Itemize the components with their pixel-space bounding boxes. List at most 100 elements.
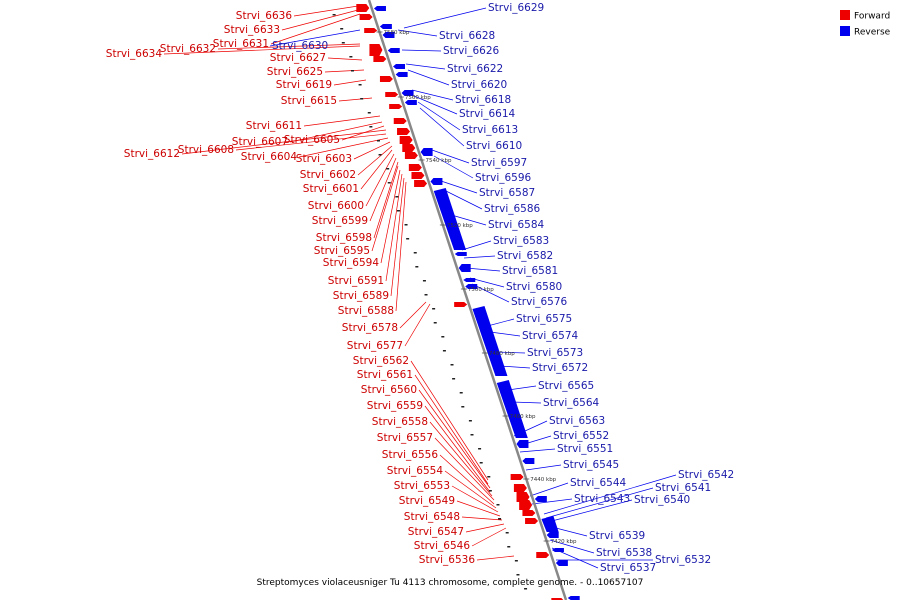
- forward-leader-line: [360, 149, 393, 190]
- reverse-gene-label: Strvi_6586: [484, 203, 541, 215]
- forward-leader-line: [404, 303, 431, 347]
- forward-leader-line: [465, 523, 505, 533]
- reverse-leader-line: [469, 277, 505, 288]
- reverse-gene-label: Strvi_6596: [475, 172, 532, 184]
- forward-gene-label: Strvi_6556: [382, 449, 439, 461]
- reverse-leader-line: [417, 101, 461, 131]
- reverse-gene-label: Strvi_6532: [655, 554, 711, 566]
- forward-gene-label: Strvi_6594: [323, 257, 380, 269]
- forward-gene-glyph: [359, 14, 373, 20]
- reverse-gene-label: Strvi_6630: [272, 40, 328, 52]
- forward-leader-line: [303, 115, 381, 127]
- scale-tick-label: 7460 kbp: [510, 414, 536, 420]
- forward-gene-label: Strvi_6627: [270, 52, 326, 64]
- backbone-mark: [413, 252, 417, 254]
- reverse-gene-glyph: [373, 6, 386, 11]
- reverse-gene-glyph: [404, 100, 417, 105]
- reverse-gene-label: Strvi_6574: [522, 330, 579, 342]
- backbone-mark: [358, 84, 362, 86]
- forward-gene-glyph: [454, 302, 468, 307]
- gene-labels: Strvi_6636 Strvi_6633 Strvi_6631 Strvi_6634…: [106, 2, 734, 574]
- genome-caption: Streptomyces violaceusniger Tu 4113 chro…: [256, 578, 644, 588]
- backbone-mark: [367, 112, 371, 114]
- reverse-gene-glyph: [454, 252, 467, 256]
- reverse-gene-label: Strvi_6537: [600, 562, 656, 574]
- reverse-gene-label: Strvi_6629: [488, 2, 544, 14]
- reverse-gene-label: Strvi_6614: [459, 108, 516, 120]
- forward-leader-line: [281, 9, 359, 31]
- forward-leader-line: [395, 181, 407, 312]
- reverse-gene-glyph: [387, 48, 400, 53]
- reverse-gene-glyph: [379, 24, 392, 29]
- backbone-mark: [461, 406, 465, 408]
- reverse-gene-label: Strvi_6618: [455, 94, 511, 106]
- forward-gene-glyph: [513, 484, 527, 492]
- reverse-leader-line: [461, 240, 492, 251]
- reverse-gene-label: Strvi_6576: [511, 296, 568, 308]
- forward-leader-line: [217, 43, 361, 50]
- forward-gene-glyph: [393, 118, 407, 124]
- forward-gene-label: Strvi_6632: [160, 43, 216, 55]
- forward-gene-glyph: [397, 128, 411, 135]
- legend: Forward Reverse: [840, 10, 891, 38]
- backbone-mark: [404, 224, 408, 226]
- forward-gene-glyph: [522, 510, 536, 516]
- reverse-leader-line: [419, 107, 465, 147]
- backbone-mark: [360, 98, 364, 100]
- reverse-leader-line: [529, 482, 569, 497]
- backbone-mark: [350, 70, 354, 72]
- backbone-mark: [340, 28, 344, 30]
- reverse-gene-label: Strvi_6538: [596, 547, 652, 559]
- forward-leader-line: [461, 516, 503, 521]
- forward-gene-glyph: [536, 552, 550, 558]
- backbone-mark: [479, 462, 483, 464]
- backbone-mark: [433, 322, 437, 324]
- forward-leader-line: [476, 555, 515, 561]
- reverse-gene-glyph: [555, 560, 568, 566]
- reverse-gene-glyph: [430, 178, 443, 185]
- reverse-gene-label: Strvi_6622: [447, 63, 503, 75]
- reverse-gene-label: Strvi_6581: [502, 265, 558, 277]
- reverse-leader-line: [547, 499, 633, 523]
- reverse-gene-label: Strvi_6539: [589, 530, 645, 542]
- forward-gene-glyph: [385, 92, 399, 97]
- forward-gene-glyph: [516, 492, 530, 502]
- reverse-gene-label: Strvi_6575: [516, 313, 572, 325]
- reverse-leader-line: [511, 401, 542, 404]
- backbone-mark: [424, 294, 428, 296]
- reverse-gene-label: Strvi_6563: [549, 415, 605, 427]
- reverse-gene-glyph: [541, 516, 559, 532]
- forward-leader-line: [444, 470, 497, 509]
- reverse-gene-label: Strvi_6544: [570, 477, 627, 489]
- forward-gene-label: Strvi_6578: [342, 322, 398, 334]
- forward-gene-label: Strvi_6557: [377, 432, 433, 444]
- reverse-gene-label: Strvi_6564: [543, 397, 600, 409]
- reverse-gene-label: Strvi_6580: [506, 281, 562, 293]
- forward-gene-label: Strvi_6625: [267, 66, 323, 78]
- forward-leader-line: [410, 360, 489, 481]
- reverse-gene-label: Strvi_6541: [655, 482, 711, 494]
- reverse-gene-glyph: [465, 284, 478, 289]
- backbone-mark: [524, 588, 528, 590]
- backbone-mark: [441, 336, 445, 338]
- forward-leader-line: [338, 97, 373, 102]
- forward-gene-label: Strvi_6595: [314, 245, 370, 257]
- reverse-leader-line: [403, 7, 487, 29]
- backbone-mark: [395, 196, 399, 198]
- forward-gene-label: Strvi_6633: [224, 24, 280, 36]
- reverse-leader-line: [463, 255, 496, 259]
- forward-gene-label: Strvi_6554: [387, 465, 444, 477]
- reverse-gene-glyph: [546, 532, 559, 538]
- forward-gene-label: Strvi_6561: [357, 369, 413, 381]
- backbone-mark: [376, 140, 380, 142]
- forward-gene-label: Strvi_6536: [419, 554, 476, 566]
- forward-gene-label: Strvi_6608: [178, 144, 234, 156]
- scale-tick-label: 7580 kbp: [384, 30, 410, 36]
- forward-leader-line: [327, 57, 363, 61]
- backbone-mark: [468, 420, 472, 422]
- reverse-gene-label: Strvi_6597: [471, 157, 527, 169]
- forward-gene-label: Strvi_6605: [284, 134, 340, 146]
- reverse-gene-label: Strvi_6545: [563, 459, 619, 471]
- forward-leader-line: [371, 165, 399, 252]
- reverse-gene-glyph: [522, 458, 535, 464]
